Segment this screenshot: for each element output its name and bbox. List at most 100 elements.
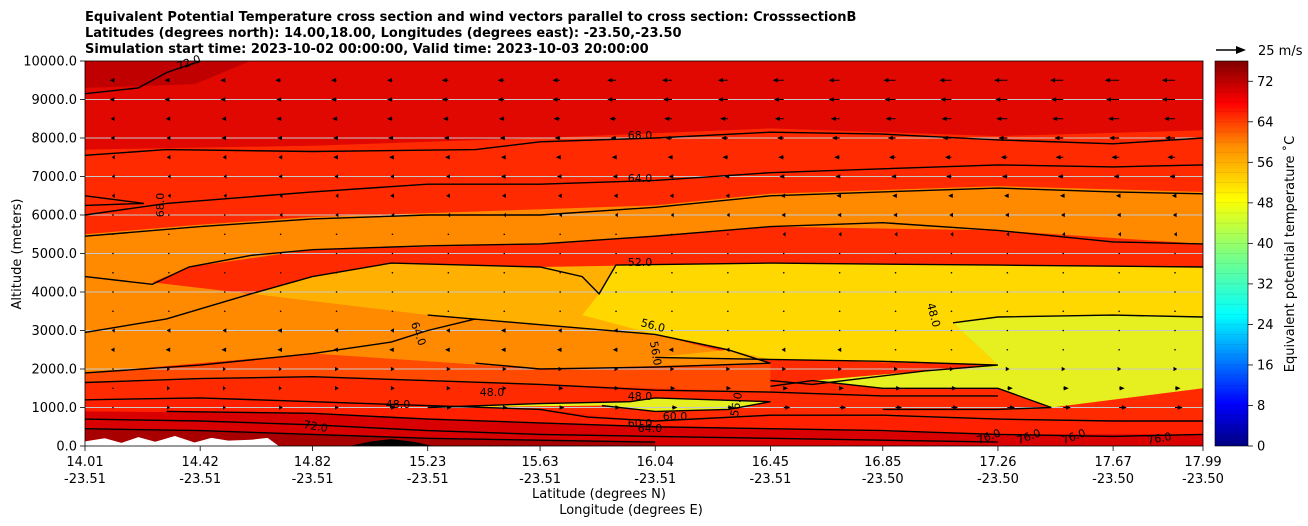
wind-vector-12-11 bbox=[727, 310, 729, 313]
wind-vector-5-7 bbox=[500, 174, 506, 179]
wind-vector-9-18 bbox=[1118, 252, 1120, 255]
x-tick-lat-3: 15.23 bbox=[409, 455, 446, 470]
wind-vector-4-13 bbox=[834, 154, 840, 160]
wind-vector-16-19 bbox=[1175, 385, 1181, 391]
y-axis: 0.0 1000.0 2000.0 3000.0 4000.0 5000.0 6000.0 7… bbox=[23, 55, 85, 455]
wind-vector-15-4 bbox=[334, 366, 339, 372]
wind-vector-9-6 bbox=[447, 252, 450, 255]
wind-vector-14-8 bbox=[556, 347, 562, 353]
x-tick-lon-3: -23.51 bbox=[407, 472, 449, 487]
wind-vector-17-3 bbox=[279, 405, 283, 410]
colorbar: 0 8 16 24 32 40 48 56 64 72 Equivalent potential … bbox=[1214, 60, 1298, 455]
wind-vector-0-9 bbox=[607, 77, 617, 83]
wind-vector-13-3 bbox=[277, 328, 282, 333]
terrain-peak bbox=[349, 439, 434, 446]
wind-vector-15-15 bbox=[949, 366, 954, 372]
wind-vector-1-9 bbox=[607, 97, 617, 102]
x-tick-lon-2: -23.51 bbox=[292, 472, 334, 487]
wind-vector-3-10 bbox=[665, 135, 672, 141]
wind-vector-13-13 bbox=[838, 329, 841, 332]
colorbar-tick-label-3: 24 bbox=[1257, 318, 1274, 333]
wind-vector-7-10 bbox=[670, 212, 674, 218]
wind-vector-6-0 bbox=[111, 193, 115, 199]
wind-vector-7-14 bbox=[893, 212, 898, 218]
wind-vector-12-1 bbox=[168, 310, 170, 313]
contour-56-5 bbox=[85, 221, 1203, 286]
wind-vector-15-2 bbox=[222, 366, 226, 372]
wind-vector-2-15 bbox=[941, 116, 952, 122]
wind-vector-5-13 bbox=[835, 174, 841, 179]
wind-vector-9-12 bbox=[782, 252, 785, 255]
wind-vector-8-18 bbox=[1118, 231, 1121, 237]
y-tick-label-6: 6000.0 bbox=[32, 209, 78, 224]
wind-vector-9-16 bbox=[1006, 252, 1009, 255]
wind-vector-15-6 bbox=[446, 366, 451, 372]
wind-vector-1-7 bbox=[497, 97, 505, 102]
wind-vector-9-0 bbox=[112, 252, 114, 255]
wind-vector-0-13 bbox=[828, 77, 840, 83]
wind-vector-4-11 bbox=[722, 154, 728, 160]
wind-vector-16-16 bbox=[1007, 385, 1013, 391]
wind-vector-10-9 bbox=[615, 271, 617, 274]
wind-vector-14-2 bbox=[221, 347, 227, 353]
wind-vector-4-14 bbox=[888, 154, 896, 160]
fill-band-60-2 bbox=[85, 186, 1203, 373]
wind-vector-10-6 bbox=[447, 271, 450, 274]
wind-vector-13-17 bbox=[1062, 329, 1065, 332]
title-line-3: Simulation start time: 2023-10-02 00:00:… bbox=[85, 42, 649, 57]
fill-band-76-1 bbox=[85, 61, 251, 88]
wind-vector-14-10 bbox=[668, 347, 674, 353]
contour-label-6: 56.0 bbox=[647, 340, 664, 366]
wind-vector-7-0 bbox=[112, 214, 114, 216]
wind-vector-6-18 bbox=[1115, 193, 1121, 199]
x-tick-lon-10: -23.50 bbox=[1182, 472, 1224, 487]
wind-vector-16-5 bbox=[390, 385, 395, 391]
wind-vector-1-3 bbox=[276, 97, 282, 102]
wind-vector-5-19 bbox=[1169, 174, 1176, 179]
wind-vector-15-12 bbox=[782, 366, 786, 372]
wind-vector-17-6 bbox=[447, 405, 452, 410]
wind-vector-1-14 bbox=[884, 97, 896, 102]
wind-vector-5-2 bbox=[223, 174, 227, 179]
contour-label-12: 72.0 bbox=[302, 418, 328, 435]
wind-vector-5-4 bbox=[334, 174, 339, 179]
quiver-key-label: 25 m/s bbox=[1258, 44, 1303, 59]
wind-vector-3-14 bbox=[887, 135, 896, 141]
wind-vector-8-4 bbox=[335, 233, 338, 236]
wind-vector-3-12 bbox=[777, 135, 784, 141]
wind-vector-2-1 bbox=[165, 116, 171, 122]
wind-vector-17-5 bbox=[391, 405, 396, 410]
wind-vector-2-16 bbox=[996, 116, 1008, 122]
wind-vector-17-2 bbox=[222, 405, 226, 410]
wind-vector-8-7 bbox=[503, 233, 506, 236]
wind-vector-9-1 bbox=[168, 252, 170, 255]
wind-vector-13-0 bbox=[111, 328, 115, 333]
y-axis-label: Altitude (meters) bbox=[10, 199, 25, 310]
wind-vector-0-12 bbox=[772, 77, 784, 83]
contour-label-20: 76.0 bbox=[1146, 430, 1172, 447]
wind-vector-4-17 bbox=[1055, 154, 1064, 160]
wind-vector-8-9 bbox=[615, 233, 617, 236]
wind-vector-8-14 bbox=[894, 231, 898, 237]
wind-vector-7-18 bbox=[1116, 212, 1121, 218]
wind-vector-14-5 bbox=[389, 347, 394, 353]
contour-68-1 bbox=[85, 131, 1203, 156]
wind-vector-0-10 bbox=[662, 77, 672, 83]
wind-vector-7-12 bbox=[781, 212, 786, 218]
wind-vector-12-13 bbox=[838, 310, 841, 313]
x-tick-lat-10: 17.99 bbox=[1184, 455, 1221, 470]
wind-vector-10-10 bbox=[671, 271, 673, 274]
wind-vector-3-16 bbox=[998, 135, 1008, 141]
wind-vector-16-18 bbox=[1119, 385, 1125, 391]
wind-vectors bbox=[109, 77, 1183, 410]
colorbar-scale bbox=[1214, 60, 1249, 447]
wind-vector-12-17 bbox=[1062, 310, 1065, 313]
wind-vector-0-8 bbox=[552, 77, 561, 83]
wind-vector-5-15 bbox=[945, 174, 952, 179]
wind-vector-10-19 bbox=[1174, 271, 1176, 274]
wind-vector-14-4 bbox=[333, 347, 338, 353]
wind-vector-7-15 bbox=[949, 212, 954, 218]
y-tick-label-0: 0.0 bbox=[56, 440, 77, 455]
colorbar-tick-label-6: 48 bbox=[1257, 196, 1274, 211]
wind-vector-3-6 bbox=[443, 135, 449, 141]
